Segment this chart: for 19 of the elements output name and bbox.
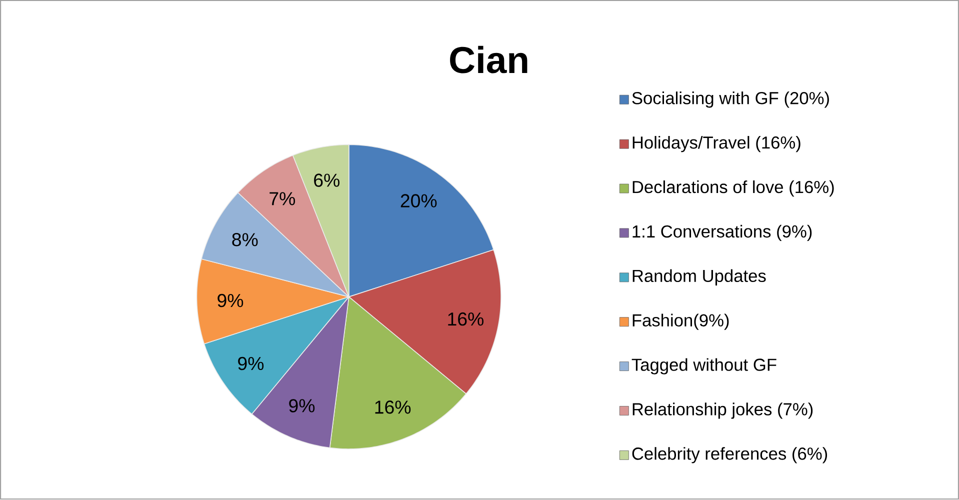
- legend-label: Celebrity references (6%): [632, 447, 828, 464]
- data-label: 16%: [375, 400, 411, 414]
- chart-title: Cian: [450, 46, 528, 74]
- legend-label: Tagged without GF: [632, 358, 776, 375]
- legend-label: Random Updates: [632, 270, 766, 286]
- data-label: 7%: [270, 192, 296, 206]
- legend-label: Fashion(9%): [632, 314, 729, 330]
- data-label: 9%: [218, 294, 244, 308]
- legend-label: Relationship jokes (7%): [632, 402, 813, 420]
- data-label: 8%: [232, 233, 258, 246]
- legend-label: Holidays/Travel (16%): [632, 136, 800, 152]
- data-label: 16%: [448, 312, 484, 326]
- data-label: 20%: [400, 194, 437, 208]
- data-label: 9%: [238, 357, 264, 370]
- data-label: 9%: [289, 399, 315, 413]
- data-label: 6%: [314, 174, 340, 188]
- legend-label: 1:1 Conversations (9%): [632, 225, 812, 242]
- legend-label: Declarations of love (16%): [632, 180, 834, 197]
- legend-label: Socialising with GF (20%): [632, 92, 829, 108]
